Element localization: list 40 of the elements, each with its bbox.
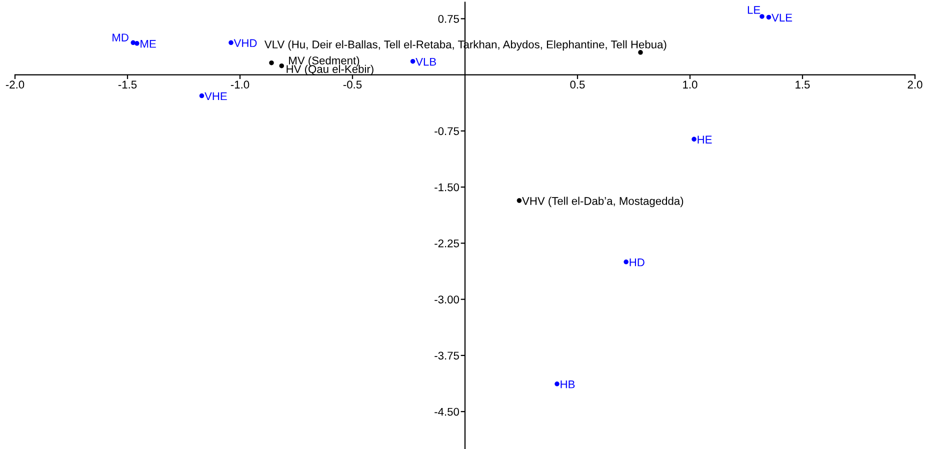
y-tick-label: 0.75: [438, 14, 459, 23]
x-tick-label: -1.0: [230, 80, 250, 89]
annotation: HB: [560, 380, 575, 388]
annotation: VHD: [234, 39, 257, 47]
point: [269, 60, 274, 66]
point: [134, 41, 140, 46]
annotation: VLE: [772, 14, 792, 22]
annotation: VLB: [416, 58, 436, 66]
point: [279, 63, 284, 68]
x-tick-label: 2.0: [908, 80, 922, 89]
y-tick-label: -2.25: [434, 239, 459, 248]
point: [516, 198, 522, 203]
y-tick-label: -3.75: [434, 352, 459, 360]
annotation: ME: [140, 40, 156, 48]
point: [692, 136, 696, 142]
annotation: MD: [112, 34, 128, 42]
annotation: HD: [630, 258, 644, 266]
x-tick-label: 1.0: [683, 80, 698, 89]
x-tick-label: 0.5: [570, 80, 585, 89]
point: [410, 58, 416, 64]
point: [554, 382, 560, 386]
y-tick-label: -1.50: [434, 183, 460, 192]
annotation: HE: [698, 136, 712, 144]
x-tick-label: -1.5: [118, 80, 137, 89]
annotation: VHV (Tell el-Dab’a, Mostagedda): [522, 196, 684, 208]
point: [766, 14, 772, 20]
y-tick-label: -4.50: [434, 408, 460, 416]
x-tick-label: -2.0: [6, 80, 24, 89]
x-tick-label: 1.5: [796, 80, 810, 89]
y-tick-label: -0.75: [434, 127, 459, 136]
annotation: HV (Qau el-Kebir): [286, 64, 374, 76]
annotation: LE: [748, 6, 760, 14]
annotation: VHE: [204, 92, 227, 100]
point: [199, 93, 204, 98]
point: [130, 40, 136, 46]
point: [760, 14, 764, 19]
point: [624, 260, 628, 264]
point: [228, 40, 234, 46]
y-tick-label: -3.00: [434, 296, 460, 304]
x-tick-label: -0.5: [343, 80, 362, 89]
